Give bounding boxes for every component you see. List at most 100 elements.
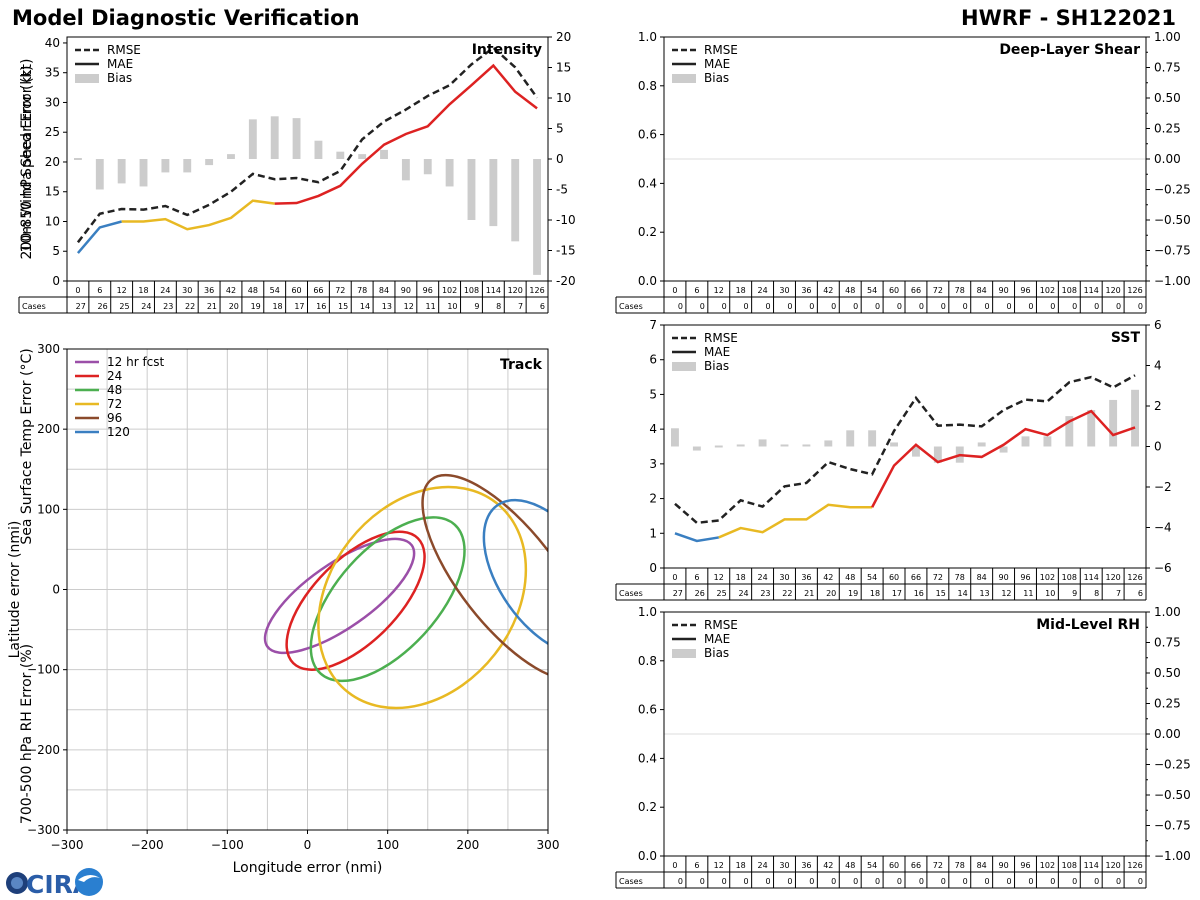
intensity-bias-bar-24 xyxy=(161,159,170,173)
intensity-hour-label: 18 xyxy=(138,286,148,295)
intensity-legend-label-mae: MAE xyxy=(107,57,133,71)
rh-cases-value: 0 xyxy=(963,877,968,886)
shear-hour-label: 102 xyxy=(1040,286,1055,295)
sst-cases-value: 14 xyxy=(958,589,968,598)
intensity-bias-bar-78 xyxy=(358,154,367,159)
rh-hour-label: 18 xyxy=(736,861,746,870)
rh-y2tick-label: 0.00 xyxy=(1154,727,1181,741)
intensity-panel-title: Intensity xyxy=(472,42,542,58)
shear-ytick-label: 1.0 xyxy=(638,30,657,44)
shear-cases-value: 0 xyxy=(1050,302,1055,311)
intensity-bias-bar-42 xyxy=(227,154,235,159)
rh-hour-label: 96 xyxy=(1020,861,1030,870)
track-ytick-label: 100 xyxy=(37,502,60,516)
shear-hour-label: 60 xyxy=(889,286,899,295)
sst-cases-value: 9 xyxy=(1072,589,1077,598)
sst-ytick-label: 3 xyxy=(649,457,657,471)
rh-y2tick-label: 1.00 xyxy=(1154,605,1181,619)
sst-bias-bar-84 xyxy=(977,442,986,447)
intensity-bias-bar-36 xyxy=(205,159,214,166)
intensity-bias-bar-114 xyxy=(489,159,498,227)
intensity-bias-bar-96 xyxy=(423,159,432,175)
sst-hour-label: 120 xyxy=(1105,573,1120,582)
track-legend-label: 24 xyxy=(107,369,122,383)
intensity-hour-label: 54 xyxy=(270,286,280,295)
shear-hour-label: 96 xyxy=(1020,286,1030,295)
sst-bias-bar-66 xyxy=(912,446,920,457)
intensity-cases-value: 15 xyxy=(338,302,348,311)
rh-hour-label: 6 xyxy=(694,861,699,870)
intensity-y2tick-label: -15 xyxy=(556,244,576,258)
sst-hour-label: 54 xyxy=(867,573,877,582)
track-ytick-label: −300 xyxy=(27,823,60,837)
sst-hour-label: 6 xyxy=(694,573,699,582)
track-ellipse-48 xyxy=(309,516,466,683)
rh-legend-label-mae: MAE xyxy=(704,632,730,646)
rh-hour-label: 114 xyxy=(1084,861,1099,870)
rh-panel xyxy=(615,611,1150,889)
intensity-bias-bar-0 xyxy=(73,158,82,160)
sst-bias-bar-6 xyxy=(692,446,701,451)
intensity-hour-label: 60 xyxy=(291,286,301,295)
figure-title-right: HWRF - SH122021 xyxy=(961,6,1176,30)
sst-ytick-label: 1 xyxy=(649,526,657,540)
track-xtick-label: 300 xyxy=(537,838,560,852)
sst-plot-frame xyxy=(663,324,1147,569)
shear-cases-value: 0 xyxy=(1028,302,1033,311)
shear-hour-label: 30 xyxy=(779,286,789,295)
intensity-cases-value: 16 xyxy=(316,302,326,311)
intensity-cases-value: 13 xyxy=(382,302,392,311)
sst-bias-bar-114 xyxy=(1087,410,1096,447)
sst-cases-value: 7 xyxy=(1116,589,1121,598)
shear-hour-label: 66 xyxy=(911,286,921,295)
sst-bias-bar-126 xyxy=(1131,389,1139,447)
intensity-mae-line-red xyxy=(274,63,538,205)
intensity-hour-label: 126 xyxy=(529,286,544,295)
sst-cases-value: 11 xyxy=(1023,589,1033,598)
intensity-cases-value: 17 xyxy=(294,302,304,311)
rh-cases-value: 0 xyxy=(875,877,880,886)
intensity-bias-bar-30 xyxy=(183,159,192,173)
shear-cases-value: 0 xyxy=(1138,302,1143,311)
shear-y2tick-label: 0.25 xyxy=(1154,122,1181,136)
track-ellipse-120 xyxy=(482,498,548,657)
rh-cases-value: 0 xyxy=(831,877,836,886)
shear-ytick-label: 0.6 xyxy=(638,128,657,142)
sst-cases-value: 23 xyxy=(760,589,770,598)
intensity-bias-bar-6 xyxy=(95,159,104,190)
intensity-plot-frame xyxy=(66,36,549,282)
sst-bias-bar-120 xyxy=(1109,399,1118,447)
intensity-cases-value: 7 xyxy=(518,302,523,311)
rh-hour-label: 120 xyxy=(1105,861,1120,870)
track-ytick-label: −100 xyxy=(27,663,60,677)
sst-hour-label: 12 xyxy=(714,573,724,582)
shear-hour-label: 42 xyxy=(823,286,833,295)
shear-cases-value: 0 xyxy=(700,302,705,311)
intensity-legend-label-bias: Bias xyxy=(107,71,132,85)
intensity-hour-label: 102 xyxy=(442,286,457,295)
intensity-ytick-label: 5 xyxy=(52,244,60,258)
sst-bias-bar-0 xyxy=(671,428,679,447)
shear-cases-value: 0 xyxy=(1094,302,1099,311)
intensity-cases-value: 11 xyxy=(425,302,435,311)
track-xlabel: Longitude error (nmi) xyxy=(233,860,383,876)
shear-hour-label: 72 xyxy=(933,286,943,295)
sst-cases-label: Cases xyxy=(619,589,643,598)
sst-ylabel: Sea Surface Temp Error (°C) xyxy=(19,348,35,544)
sst-bias-bar-12 xyxy=(714,445,723,448)
rh-hour-label: 0 xyxy=(672,861,677,870)
intensity-hour-label: 78 xyxy=(357,286,367,295)
intensity-hour-label: 114 xyxy=(486,286,501,295)
shear-y2tick-label: −0.75 xyxy=(1154,244,1191,258)
intensity-legend-label-rmse: RMSE xyxy=(107,43,141,57)
rh-hour-label: 102 xyxy=(1040,861,1055,870)
intensity-hour-label: 12 xyxy=(117,286,127,295)
intensity-y2tick-label: -20 xyxy=(556,274,576,288)
shear-ytick-label: 0.4 xyxy=(638,176,657,190)
track-xtick-label: −300 xyxy=(51,838,84,852)
intensity-cases-value: 8 xyxy=(496,302,501,311)
track-legend-label: 120 xyxy=(107,425,130,439)
shear-hour-label: 18 xyxy=(736,286,746,295)
sst-ytick-label: 0 xyxy=(649,561,657,575)
